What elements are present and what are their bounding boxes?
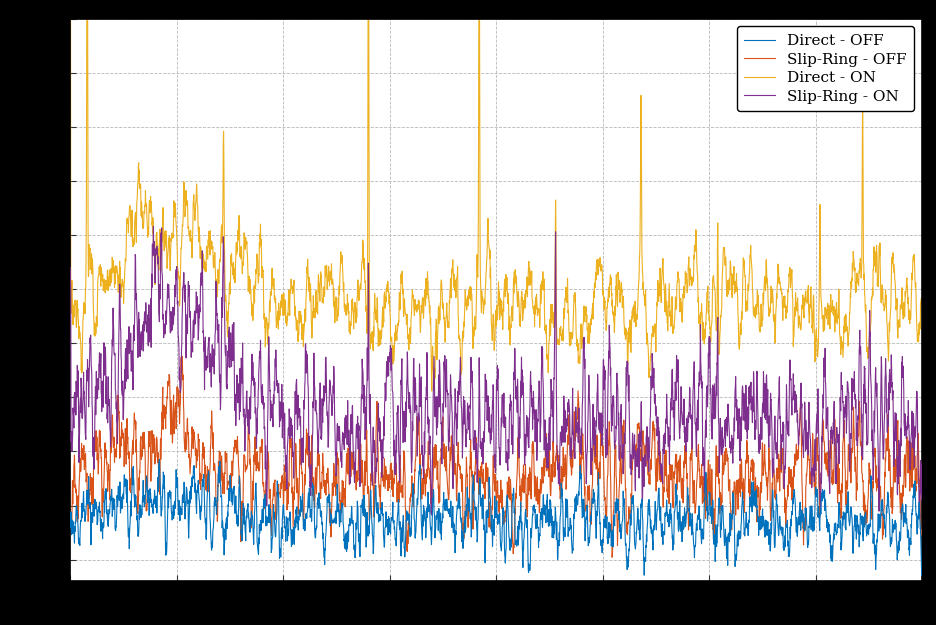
Direct - OFF (899, 514, 911, 521)
Slip-Ring - ON (429, 352, 440, 360)
Slip-Ring - ON (914, 514, 926, 522)
Direct - OFF (429, 507, 440, 514)
Direct - ON (429, 375, 440, 382)
Direct - ON (212, 270, 224, 278)
Slip-Ring - ON (808, 461, 819, 469)
Slip-Ring - ON (162, 280, 173, 288)
Line: Direct - ON: Direct - ON (70, 0, 922, 391)
Slip-Ring - OFF (900, 483, 912, 491)
Legend: Direct - OFF, Slip-Ring - OFF, Direct - ON, Slip-Ring - ON: Direct - OFF, Slip-Ring - OFF, Direct - … (737, 26, 914, 111)
Direct - OFF (391, 519, 402, 526)
Slip-Ring - OFF (162, 394, 173, 402)
Direct - OFF (162, 506, 173, 514)
Line: Direct - OFF: Direct - OFF (70, 459, 922, 576)
Slip-Ring - OFF (177, 353, 188, 361)
Line: Slip-Ring - ON: Slip-Ring - ON (70, 226, 922, 518)
Direct - ON (809, 317, 820, 324)
Direct - OFF (916, 572, 928, 579)
Slip-Ring - ON (212, 339, 224, 346)
Direct - OFF (212, 471, 224, 478)
Slip-Ring - OFF (391, 498, 402, 506)
Direct - ON (162, 254, 173, 262)
Slip-Ring - OFF (916, 532, 928, 539)
Line: Slip-Ring - OFF: Slip-Ring - OFF (70, 357, 922, 558)
Direct - OFF (65, 524, 76, 531)
Direct - OFF (808, 517, 819, 524)
Slip-Ring - ON (899, 418, 911, 425)
Direct - ON (900, 289, 912, 296)
Slip-Ring - ON (148, 222, 159, 230)
Slip-Ring - OFF (607, 554, 618, 561)
Slip-Ring - OFF (65, 517, 76, 524)
Slip-Ring - ON (65, 264, 76, 271)
Direct - ON (391, 328, 402, 335)
Slip-Ring - ON (391, 409, 402, 416)
Direct - ON (916, 296, 928, 304)
Direct - ON (426, 388, 437, 395)
Direct - OFF (154, 456, 165, 463)
Slip-Ring - OFF (212, 482, 224, 490)
Slip-Ring - OFF (429, 444, 440, 451)
Slip-Ring - ON (916, 461, 928, 468)
Direct - OFF (916, 562, 928, 569)
Slip-Ring - OFF (809, 468, 820, 475)
